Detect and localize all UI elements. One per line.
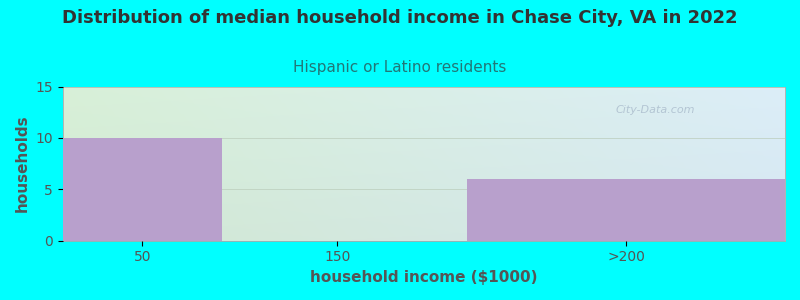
Y-axis label: households: households [15, 115, 30, 212]
Bar [63, 138, 222, 241]
Text: Hispanic or Latino residents: Hispanic or Latino residents [294, 60, 506, 75]
Text: City-Data.com: City-Data.com [615, 105, 694, 115]
Bar [467, 179, 785, 241]
X-axis label: household income ($1000): household income ($1000) [310, 270, 538, 285]
Text: Distribution of median household income in Chase City, VA in 2022: Distribution of median household income … [62, 9, 738, 27]
